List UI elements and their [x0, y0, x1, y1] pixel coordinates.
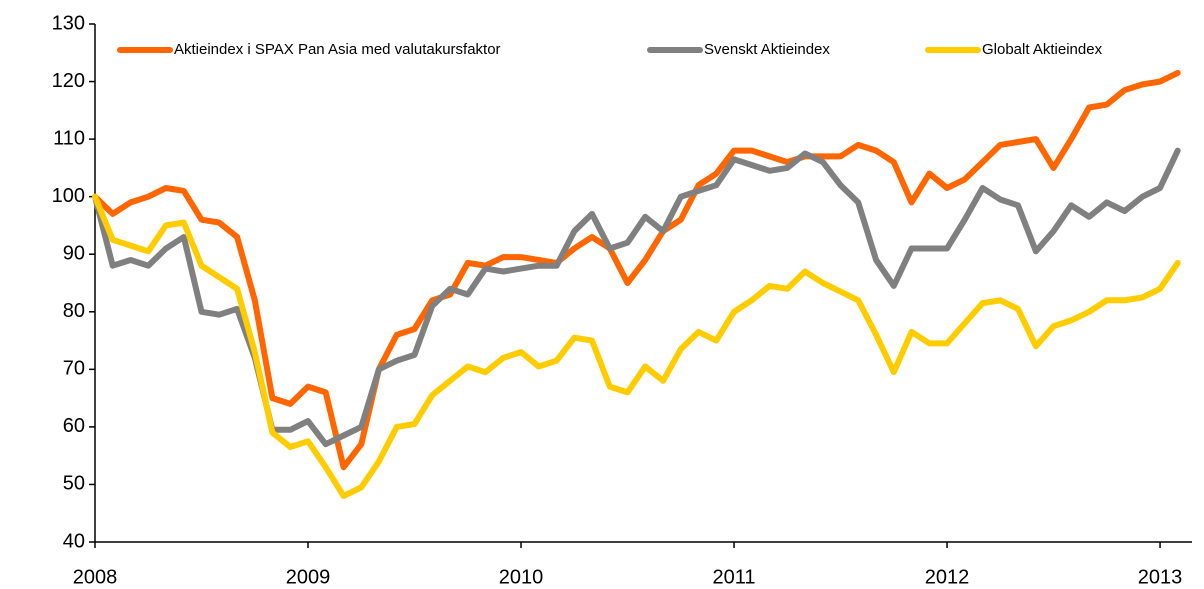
legend-label: Aktieindex i SPAX Pan Asia med valutakur… — [174, 41, 501, 58]
x-tick-label: 2010 — [499, 566, 544, 588]
y-tick-label: 50 — [63, 473, 85, 495]
y-tick-label: 80 — [63, 300, 85, 322]
x-tick-label: 2008 — [73, 566, 118, 588]
y-tick-label: 120 — [52, 70, 85, 92]
x-tick-label: 2011 — [713, 566, 756, 588]
y-tick-label: 100 — [52, 185, 85, 207]
legend-label: Globalt Aktieindex — [982, 41, 1103, 58]
x-tick-label: 2009 — [286, 566, 331, 588]
y-tick-label: 40 — [63, 530, 85, 552]
series-line — [92, 147, 1181, 448]
y-tick-label: 60 — [63, 415, 85, 437]
series-line — [92, 193, 1181, 499]
y-tick-label: 70 — [63, 358, 85, 380]
y-tick-label: 110 — [53, 127, 85, 149]
y-tick-label: 90 — [63, 243, 85, 265]
legend-label: Svenskt Aktieindex — [704, 41, 830, 58]
x-tick-label: 2013 — [1138, 566, 1183, 588]
series-line — [92, 69, 1181, 471]
y-tick-label: 130 — [52, 12, 85, 34]
x-tick-label: 2012 — [925, 566, 970, 588]
